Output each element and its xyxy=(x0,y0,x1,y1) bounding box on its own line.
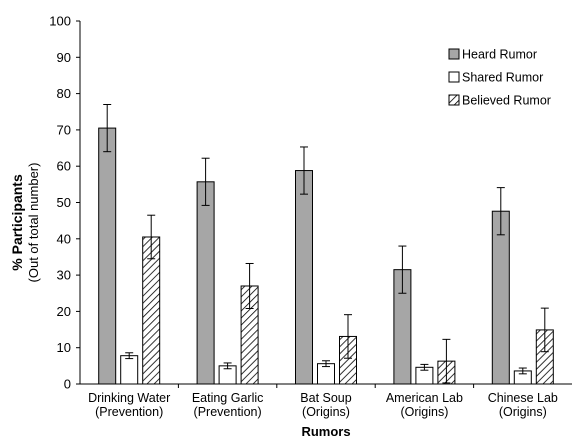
legend-entry: Shared Rumor xyxy=(462,71,543,85)
error-bar xyxy=(300,146,308,195)
x-tick-label: American Lab (Origins) xyxy=(386,391,463,419)
error-bar xyxy=(442,338,451,384)
legend-entry: Believed Rumor xyxy=(462,94,551,108)
legend: Heard Rumor Shared Rumor Believed Rumor xyxy=(448,48,551,108)
error-bar xyxy=(322,360,330,368)
x-tick-label: Chinese Lab (Origins) xyxy=(488,391,558,419)
y-tick-label: 30 xyxy=(57,268,71,283)
legend-swatch xyxy=(448,94,460,106)
error-bar xyxy=(147,214,156,260)
error-bar xyxy=(540,307,549,353)
y-tick-label: 50 xyxy=(57,195,71,210)
error-bar xyxy=(420,363,429,371)
error-bar xyxy=(245,262,254,309)
error-bar xyxy=(496,187,505,236)
error-bar xyxy=(103,103,112,153)
y-tick-label: 20 xyxy=(57,304,71,319)
bar-heard-rumor xyxy=(196,181,215,385)
error-bar xyxy=(344,314,352,359)
error-bar xyxy=(518,367,527,375)
bar-shared-rumor xyxy=(120,355,139,385)
legend-swatch xyxy=(448,48,460,60)
y-tick-label: 40 xyxy=(57,231,71,246)
x-tick-label: Drinking Water (Prevention) xyxy=(88,391,170,419)
y-tick-label: 10 xyxy=(57,340,71,355)
y-tick-label: 60 xyxy=(57,159,71,174)
y-tick-label: 90 xyxy=(57,50,71,65)
bar-heard-rumor xyxy=(295,170,313,385)
legend-entry: Heard Rumor xyxy=(462,48,537,62)
error-bar xyxy=(201,157,210,206)
x-tick-label: Bat Soup (Origins) xyxy=(300,391,351,419)
y-tick-label: 100 xyxy=(49,14,71,29)
axes: 0 10 20 30 40 50 60 70 80 90 100 xyxy=(49,14,572,392)
bar-heard-rumor xyxy=(98,127,117,385)
error-bar xyxy=(125,352,134,360)
y-axis-label: % Participants(Out of total number) xyxy=(9,163,41,283)
x-axis-label: Rumors xyxy=(301,424,350,439)
axis-labels: Drinking Water (Prevention) Eating Garlic(… xyxy=(9,163,558,439)
x-tick-label: Eating Garlic (Prevention) xyxy=(192,391,264,419)
bars xyxy=(98,103,554,385)
error-bar xyxy=(223,362,232,370)
y-tick-label: 80 xyxy=(57,86,71,101)
y-tick-label: 70 xyxy=(57,122,71,137)
bar-heard-rumor xyxy=(491,210,510,385)
y-tick-label: 0 xyxy=(64,377,71,392)
legend-swatch xyxy=(448,71,460,83)
error-bar xyxy=(398,245,407,294)
